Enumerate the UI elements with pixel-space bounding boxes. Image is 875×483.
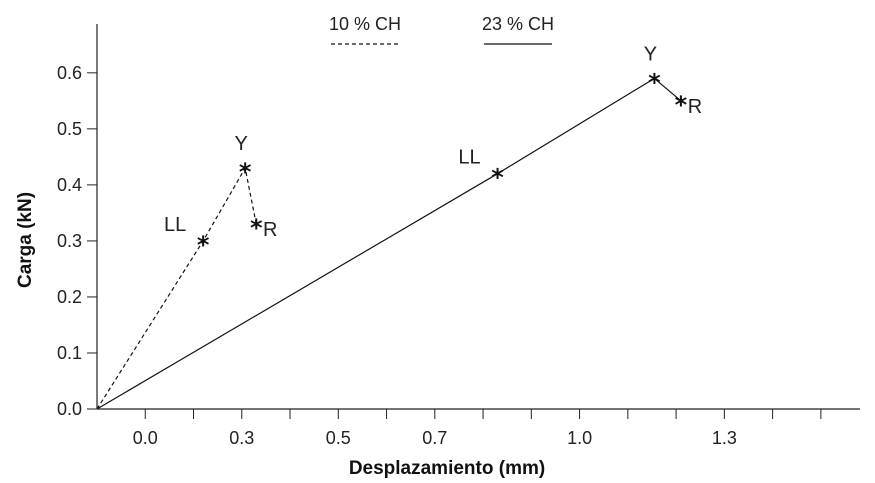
y-tick-label: 0.4 bbox=[57, 175, 82, 195]
x-tick-label: 0.3 bbox=[229, 428, 254, 448]
legend-label: 23 % CH bbox=[482, 14, 554, 34]
y-tick-label: 0.5 bbox=[57, 119, 82, 139]
plot-area: *LL*Y* R*LL*Y* R bbox=[96, 43, 702, 410]
point-label: LL bbox=[164, 214, 186, 236]
x-axis-title: Desplazamiento (mm) bbox=[349, 458, 545, 479]
y-tick-label: 0.6 bbox=[57, 63, 82, 83]
x-tick-label: 1.3 bbox=[712, 428, 737, 448]
x-tick-label: 0.0 bbox=[133, 428, 158, 448]
point-label: LL bbox=[458, 147, 480, 169]
data-point-marker: * bbox=[648, 68, 661, 96]
x-tick-label: 0.5 bbox=[326, 428, 351, 448]
y-tick-label: 0.1 bbox=[57, 343, 82, 363]
series-line-0 bbox=[96, 166, 257, 410]
x-axis: 0.0 0.3 0.5 0.7 1.0 1.3 bbox=[97, 408, 860, 448]
x-tick-label: 0.7 bbox=[422, 428, 447, 448]
y-tick-label: 0.2 bbox=[57, 287, 82, 307]
data-point-marker: * bbox=[675, 91, 688, 119]
point-label: R bbox=[688, 96, 702, 118]
legend-label: 10 % CH bbox=[329, 14, 401, 34]
point-label: Y bbox=[234, 133, 247, 155]
x-tick-label: 1.0 bbox=[567, 428, 592, 448]
y-axis: 0.0 0.1 0.2 0.3 0.4 0.5 0.6 bbox=[57, 24, 98, 419]
y-axis-title: Carga (kN) bbox=[15, 192, 36, 288]
y-tick-label: 0.0 bbox=[57, 399, 82, 419]
data-point-marker: * bbox=[239, 158, 252, 186]
point-label: R bbox=[263, 219, 277, 241]
data-point-marker: * bbox=[197, 231, 210, 259]
series-line-1 bbox=[96, 77, 682, 410]
point-label: Y bbox=[644, 43, 657, 65]
data-point-marker: * bbox=[491, 164, 504, 192]
legend: 10 % CH 23 % CH bbox=[329, 14, 554, 45]
y-tick-label: 0.3 bbox=[57, 231, 82, 251]
data-point-marker: * bbox=[250, 214, 263, 242]
